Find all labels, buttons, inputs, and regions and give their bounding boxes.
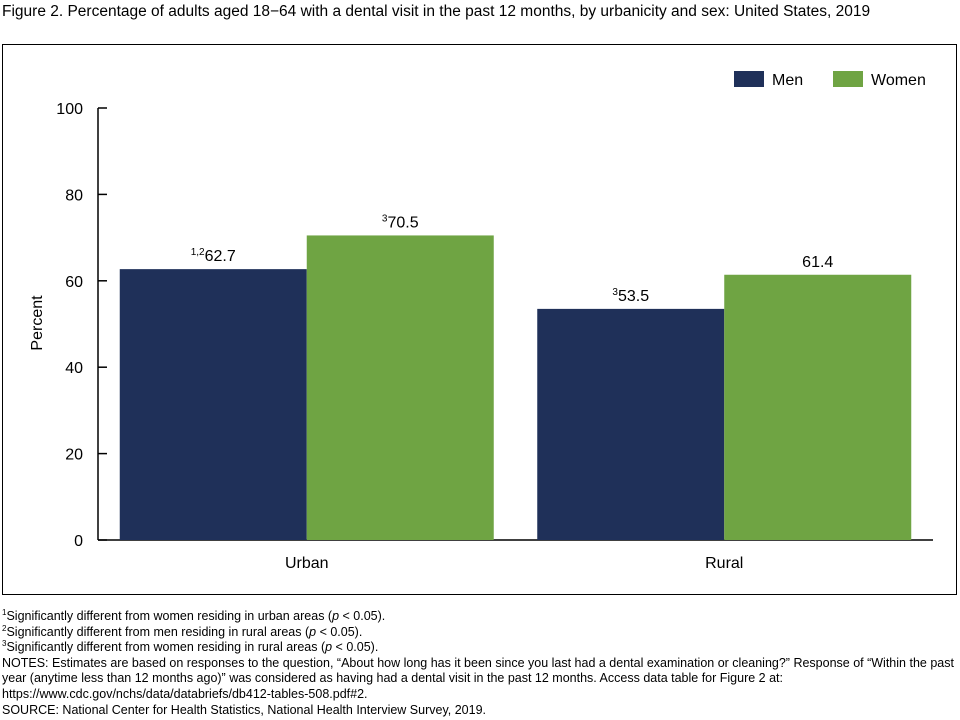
data-label-footnote-mark: 3 [612, 287, 618, 298]
notes-text: NOTES: Estimates are based on responses … [2, 655, 954, 701]
footnote-italic: p [325, 640, 333, 655]
bar-women-urban [306, 235, 494, 540]
footnote-before: Significantly different from women resid… [6, 609, 333, 623]
bar-men-urban [119, 269, 307, 540]
source-text: SOURCE: National Center for Health Stati… [2, 702, 487, 717]
footnote-sup: 1 [2, 607, 7, 617]
footnote-italic: p [309, 624, 317, 639]
x-tick-label: Rural [705, 555, 743, 572]
data-label: 370.5 [382, 213, 419, 231]
chart-frame [2, 44, 957, 595]
data-label-value: 62.7 [205, 248, 236, 265]
data-label-value: 53.5 [618, 288, 649, 305]
data-label: 61.4 [802, 254, 833, 271]
x-axis: Urban Rural [98, 539, 933, 572]
data-label-footnote-mark: 3 [382, 213, 388, 224]
footnote-after: < 0.05). [332, 640, 379, 655]
footnote-italic: p [332, 609, 340, 623]
footnote: 3Significantly different from women resi… [2, 640, 957, 656]
x-tick-label: Urban [285, 555, 329, 572]
footnote-after: < 0.05). [339, 609, 386, 623]
legend-label: Men [772, 72, 803, 89]
y-tick-label: 20 [65, 447, 83, 464]
data-label: 1,262.7 [191, 247, 236, 265]
footnote: 2Significantly different from men residi… [2, 623, 957, 641]
data-label-footnote-mark: 1,2 [191, 247, 205, 258]
y-tick-label: 80 [65, 187, 83, 204]
data-label: 353.5 [612, 287, 649, 305]
y-tick-label: 60 [65, 274, 83, 291]
footnote-sup: 2 [2, 623, 7, 633]
bars [119, 235, 912, 540]
notes-section: 1Significantly different from women resi… [2, 607, 957, 718]
data-label-value: 61.4 [802, 254, 833, 271]
footnote-after: < 0.05). [316, 624, 363, 639]
footnotes: 1Significantly different from women resi… [2, 607, 957, 656]
footnote-before: Significantly different from women resid… [6, 640, 326, 655]
bar-men-rural [537, 308, 725, 540]
y-axis-label: Percent [29, 295, 46, 351]
legend-swatch-women [833, 71, 863, 87]
footnote-before: Significantly different from men residin… [6, 624, 310, 639]
y-axis: 0 20 40 60 80 100 [56, 101, 107, 550]
bar-women-rural [724, 274, 912, 540]
y-tick-label: 40 [65, 360, 83, 377]
legend-swatch-men [734, 71, 764, 87]
y-tick-label: 0 [74, 533, 83, 550]
data-label-value: 70.5 [387, 214, 418, 231]
legend: Men Women [734, 71, 926, 89]
y-tick-label: 100 [56, 101, 83, 118]
footnote-sup: 3 [2, 639, 7, 649]
legend-label: Women [871, 72, 926, 89]
footnote: 1Significantly different from women resi… [2, 607, 957, 625]
figure-title: Figure 2. Percentage of adults aged 18−6… [2, 3, 871, 20]
